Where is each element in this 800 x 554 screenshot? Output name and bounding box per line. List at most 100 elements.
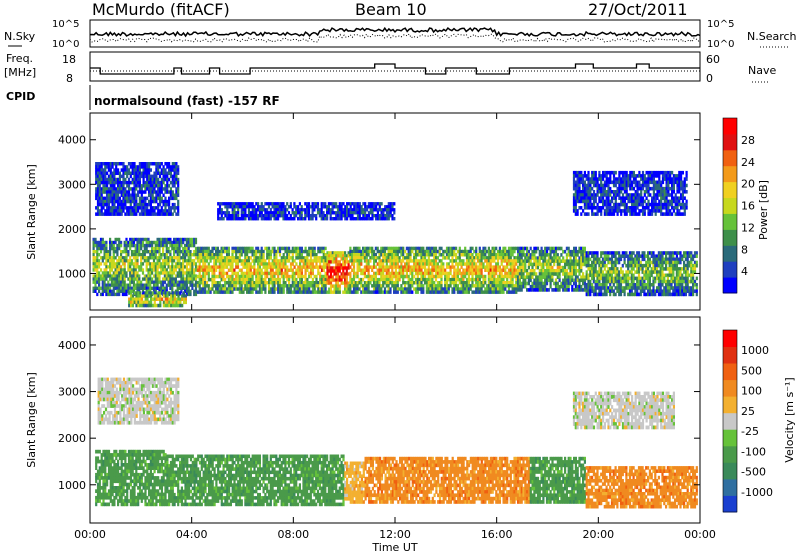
power-cell-r0 [118, 246, 121, 251]
power-cell-r1 [181, 297, 184, 301]
power-cell-r4 [431, 262, 434, 266]
power-cell-r6 [627, 286, 630, 290]
power-cell-r3 [347, 281, 350, 285]
power-cell-r0 [92, 240, 95, 245]
power-cell-r6 [634, 254, 637, 258]
power-cell-r7 [109, 199, 112, 204]
power-cell-r4 [449, 284, 452, 288]
power-cell-r2 [266, 268, 269, 272]
power-cell-r2 [324, 262, 327, 266]
power-cell-r7 [138, 212, 141, 216]
power-cell-r5 [583, 281, 586, 286]
power-cell-r6 [603, 267, 606, 271]
power-cell-r0 [180, 243, 183, 248]
power-cell-r3 [336, 275, 340, 279]
power-cell-r3 [331, 260, 334, 264]
power-cell-r0 [185, 243, 188, 248]
power-cell-r2 [275, 253, 278, 257]
power-cell-r2 [277, 271, 280, 276]
power-cell-r4 [493, 281, 496, 285]
power-cell-r0 [123, 277, 126, 281]
power-cell-r2 [264, 290, 267, 294]
power-cell-r4 [471, 284, 474, 288]
power-cell-r2 [306, 281, 309, 285]
power-cell-r4 [506, 277, 509, 282]
power-cell-r0 [167, 280, 170, 284]
power-cell-r6 [625, 254, 628, 258]
power-cell-r7 [111, 162, 114, 166]
power-cell-r5 [556, 275, 559, 279]
power-cell-r0 [154, 286, 157, 290]
power-cell-r6 [675, 263, 678, 268]
power-cell-r6 [641, 286, 644, 290]
power-cell-r7 [169, 206, 172, 210]
power-cell-r4 [484, 253, 487, 257]
power-cell-r0 [114, 280, 117, 284]
power-cell-r7 [104, 177, 107, 182]
power-cell-r2 [262, 284, 265, 288]
power-cell-r6 [612, 292, 615, 297]
power-cell-r4 [498, 265, 501, 269]
power-cell-r6 [587, 263, 590, 268]
power-cell-r2 [268, 249, 271, 254]
power-cell-r0 [151, 246, 154, 251]
power-cell-r7 [171, 177, 174, 182]
power-cell-r6 [679, 289, 682, 293]
power-cell-r4 [424, 277, 427, 282]
power-cell-r2 [247, 262, 251, 266]
power-cell-r1 [135, 294, 138, 298]
power-cell-r7 [96, 184, 100, 188]
power-cell-r1 [130, 300, 133, 305]
power-cell-r5 [536, 288, 540, 292]
power-cell-r4 [451, 277, 454, 282]
power-cell-r2 [271, 277, 274, 282]
power-cell-r4 [480, 253, 483, 257]
power-cell-r0 [120, 250, 123, 254]
power-cell-r2 [306, 284, 309, 288]
power-cell-r5 [524, 246, 527, 251]
power-cell-r2 [324, 271, 327, 276]
power-cell-r6 [681, 279, 684, 284]
power-cell-r5 [582, 256, 585, 260]
power-cell-r4 [387, 281, 390, 285]
power-cell-r4 [464, 271, 467, 276]
power-cell-r7 [171, 165, 174, 169]
power-cell-r7 [107, 193, 110, 197]
power-cell-r2 [300, 271, 303, 276]
power-cell-r0 [140, 286, 143, 290]
power-cell-r4 [393, 256, 396, 260]
power-cell-r4 [398, 256, 401, 260]
power-cell-r0 [194, 265, 198, 269]
power-cell-r0 [118, 268, 121, 272]
power-cell-r5 [518, 249, 521, 254]
power-cell-r5 [564, 265, 567, 270]
power-cell-r6 [623, 276, 626, 281]
power-cell-r6 [654, 254, 657, 258]
power-cell-r6 [683, 286, 686, 290]
power-cell-r6 [679, 279, 682, 284]
power-cell-r4 [509, 274, 512, 279]
power-cell-r4 [491, 281, 494, 285]
power-cell-r4 [354, 281, 357, 285]
power-cell-r4 [385, 277, 388, 282]
power-cell-r5 [569, 256, 572, 260]
power-cell-r6 [632, 283, 635, 287]
power-cell-r1 [146, 297, 149, 301]
power-cell-r3 [336, 284, 340, 288]
power-cell-r4 [363, 281, 366, 285]
power-cell-r4 [363, 284, 366, 288]
power-cell-r4 [504, 249, 507, 254]
power-cell-r2 [293, 265, 296, 269]
power-cell-r1 [181, 294, 184, 298]
power-cell-r4 [356, 259, 359, 263]
power-cell-r6 [648, 279, 651, 284]
power-cell-r0 [178, 265, 181, 269]
power-cell-r2 [238, 256, 241, 260]
power-cell-r6 [677, 270, 680, 274]
power-cell-r2 [282, 277, 285, 282]
power-cell-r6 [666, 279, 669, 284]
power-cell-r0 [112, 292, 115, 297]
power-cell-r3 [326, 278, 329, 282]
power-cell-r0 [123, 240, 126, 245]
power-cell-r4 [440, 253, 443, 257]
